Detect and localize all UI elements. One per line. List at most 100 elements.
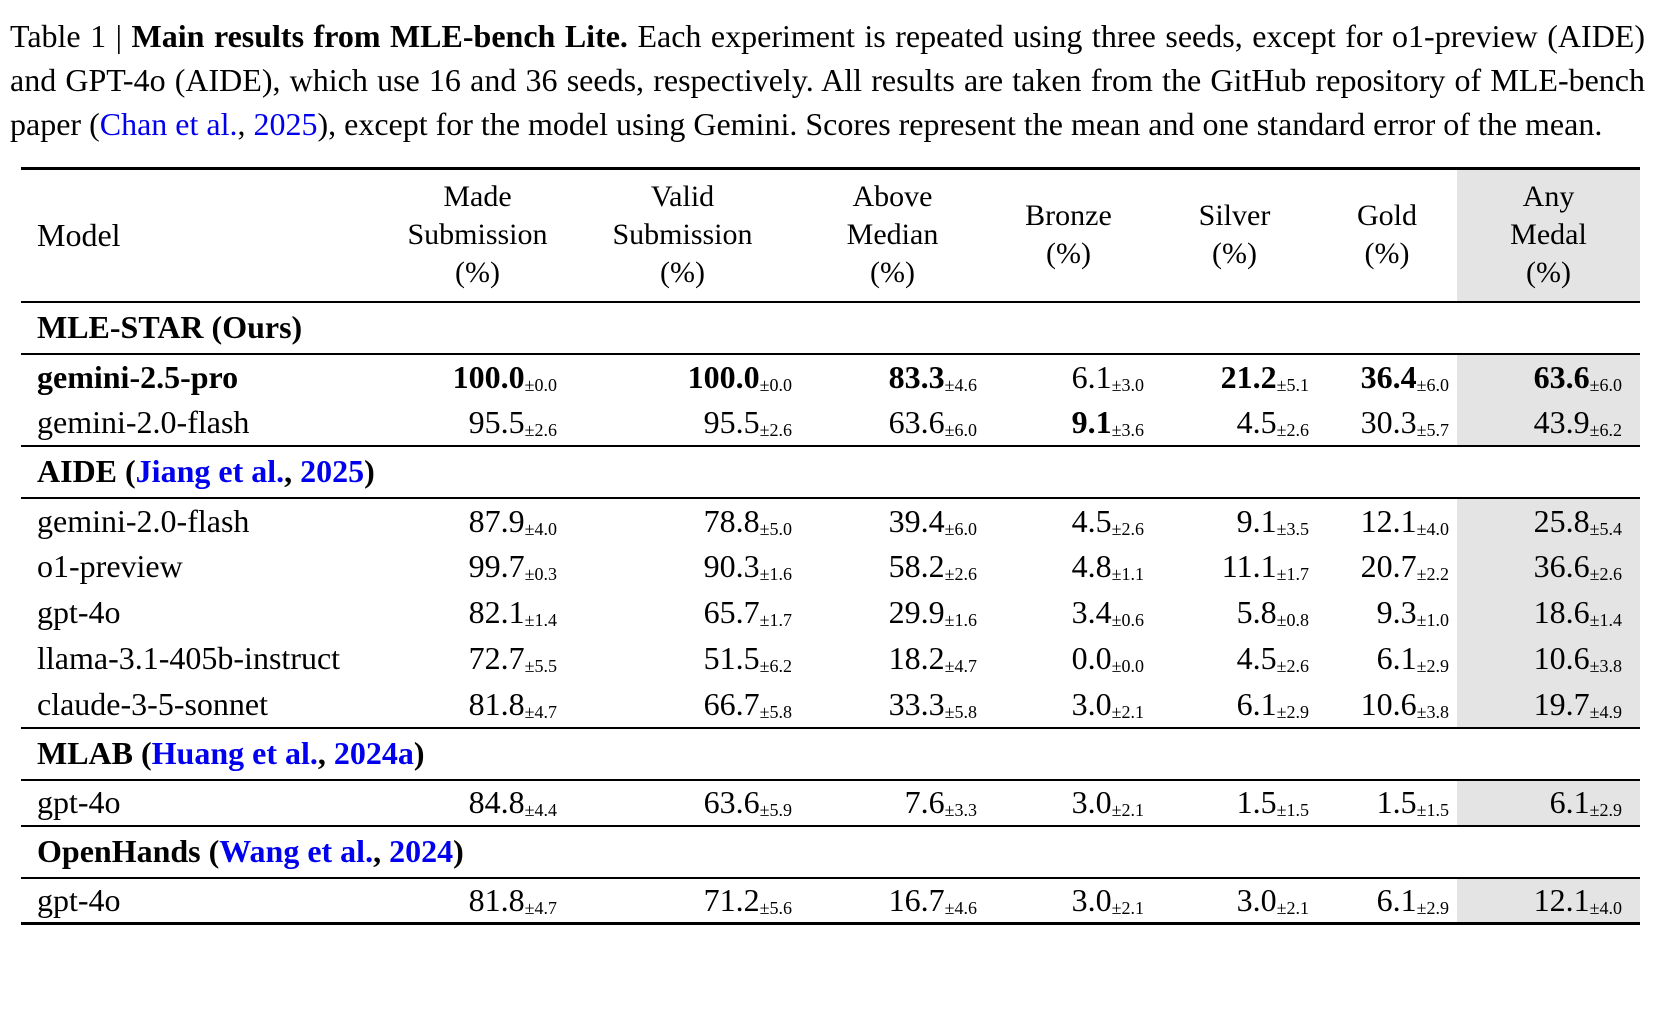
section-title-text: , (373, 833, 390, 869)
metric-stderr: ±1.5 (1276, 800, 1309, 820)
metric-stderr: ±1.6 (944, 610, 977, 630)
metric-value: 5.8 (1236, 594, 1277, 630)
metric-cell: 63.6±6.0 (800, 400, 985, 446)
metric-value: 18.6 (1533, 594, 1590, 630)
metric-cell: 6.1±3.0 (985, 354, 1152, 400)
metric-cell: 29.9±1.6 (800, 590, 985, 636)
metric-value: 63.6 (703, 784, 760, 820)
header-line: (%) (1526, 256, 1571, 290)
citation-link[interactable]: 2025 (300, 453, 365, 489)
metric-stderr: ±1.1 (1111, 564, 1144, 584)
section-title: MLAB (Huang et al., 2024a) (21, 726, 1640, 781)
metric-stderr: ±5.6 (759, 897, 792, 918)
metric-value: 20.7 (1360, 548, 1417, 584)
metric-stderr: ±5.9 (759, 800, 792, 820)
metric-stderr: ±1.4 (1589, 610, 1622, 630)
metric-stderr: ±1.6 (759, 564, 792, 584)
table-row: gpt-4o 84.8±4.4 63.6±5.9 7.6±3.3 3.0±2.1 1.5±… (21, 779, 1640, 826)
table-body: MLE-STAR (Ours) gemini-2.5-pro 100.0±0.0 10… (21, 300, 1640, 924)
model-name-cell: o1-preview (37, 548, 183, 584)
metric-stderr: ±3.6 (1111, 419, 1144, 440)
metric-value: 65.7 (703, 594, 760, 630)
metric-value: 6.1 (1236, 685, 1277, 722)
metric-stderr: ±2.6 (759, 419, 792, 440)
metric-stderr: ±2.9 (1416, 656, 1449, 676)
metric-cell: 6.1±2.9 (1457, 779, 1640, 826)
metric-value: 4.5 (1236, 640, 1277, 676)
metric-stderr: ±1.7 (1276, 564, 1309, 584)
metric-stderr: ±2.1 (1111, 800, 1144, 820)
citation-link[interactable]: 2024a (333, 735, 414, 771)
metric-cell: 18.2±4.7 (800, 636, 985, 682)
metric-stderr: ±5.1 (1276, 374, 1309, 395)
header-line: Gold (1357, 199, 1417, 233)
caption-citation-separator: , (237, 106, 254, 142)
metric-cell: 6.1±2.9 (1317, 636, 1457, 682)
table-caption: Table 1 | Main results from MLE-bench Li… (10, 14, 1645, 146)
table-row: gemini-2.0-flash 87.9±4.0 78.8±5.0 39.4±6.0… (21, 497, 1640, 544)
metric-value: 3.0 (1236, 881, 1277, 918)
model-name-cell: gemini-2.5-pro (37, 358, 239, 395)
metric-cell: 9.1±3.5 (1152, 498, 1317, 544)
metric-stderr: ±0.0 (1111, 656, 1144, 676)
col-header-above-median: Above Median (%) (800, 168, 985, 303)
metric-value: 39.4 (888, 502, 945, 539)
metric-cell: 4.5±2.6 (985, 498, 1152, 544)
citation-link[interactable]: Wang et al. (219, 833, 374, 869)
metric-cell: 3.0±2.1 (1152, 878, 1317, 924)
metric-stderr: ±2.1 (1276, 897, 1309, 918)
header-line: Silver (1198, 199, 1271, 233)
metric-stderr: ±6.2 (759, 656, 792, 676)
table-row: gemini-2.0-flash 95.5±2.6 95.5±2.6 63.6±6.0… (21, 399, 1640, 446)
header-line: Bronze (1025, 199, 1112, 233)
section-title-text: , (317, 735, 334, 771)
citation-link[interactable]: 2024 (389, 833, 454, 869)
metric-cell: 9.3±1.0 (1317, 590, 1457, 636)
metric-cell: 65.7±1.7 (565, 590, 800, 636)
citation-link[interactable]: Jiang et al. (135, 453, 285, 489)
col-header-bronze: Bronze (%) (985, 168, 1152, 303)
section-header-row: OpenHands (Wang et al., 2024) (21, 824, 1640, 879)
header-line: Medal (1510, 218, 1587, 252)
metric-value: 43.9 (1533, 403, 1590, 440)
header-line: Made (443, 180, 512, 214)
metric-cell: 90.3±1.6 (565, 544, 800, 590)
metric-cell: 12.1±4.0 (1317, 498, 1457, 544)
metric-cell: 36.4±6.0 (1317, 354, 1457, 400)
citation-link[interactable]: Huang et al. (151, 735, 318, 771)
caption-citation-year-link[interactable]: 2025 (253, 106, 318, 142)
metric-value: 6.1 (1376, 881, 1417, 918)
metric-cell: 72.7±5.5 (390, 636, 565, 682)
section-header-row: MLAB (Huang et al., 2024a) (21, 726, 1640, 781)
metric-stderr: ±0.0 (759, 374, 792, 395)
metric-value: 1.5 (1376, 784, 1417, 820)
metric-stderr: ±2.9 (1416, 897, 1449, 918)
table-row: gemini-2.5-pro 100.0±0.0 100.0±0.0 83.3±4.6… (21, 353, 1640, 400)
metric-cell: 19.7±4.9 (1457, 681, 1640, 728)
section-title-text: MLE-STAR (Ours) (37, 309, 303, 345)
section-header-row: AIDE (Jiang et al., 2025) (21, 444, 1640, 499)
metric-stderr: ±5.0 (759, 518, 792, 539)
metric-value: 51.5 (703, 640, 760, 676)
metric-value: 63.6 (888, 403, 945, 440)
header-line: Median (846, 218, 939, 252)
metric-stderr: ±2.6 (1589, 564, 1622, 584)
metric-cell: 95.5±2.6 (390, 400, 565, 446)
metric-cell: 99.7±0.3 (390, 544, 565, 590)
metric-cell: 16.7±4.6 (800, 878, 985, 924)
metric-value: 82.1 (468, 594, 525, 630)
metric-stderr: ±6.2 (1589, 419, 1622, 440)
model-name-cell: gpt-4o (37, 594, 121, 630)
metric-cell: 5.8±0.8 (1152, 590, 1317, 636)
metric-value: 71.2 (703, 881, 760, 918)
section-title-text: ) (413, 735, 425, 771)
metric-cell: 6.1±2.9 (1317, 878, 1457, 924)
metric-cell: 78.8±5.0 (565, 498, 800, 544)
metric-value: 19.7 (1533, 685, 1590, 722)
metric-stderr: ±4.4 (524, 800, 557, 820)
metric-cell: 36.6±2.6 (1457, 543, 1640, 590)
metric-value: 36.4 (1360, 358, 1417, 395)
caption-citation-author-link[interactable]: Chan et al. (99, 106, 238, 142)
metric-stderr: ±6.0 (1416, 374, 1449, 395)
metric-value: 7.6 (904, 784, 945, 820)
